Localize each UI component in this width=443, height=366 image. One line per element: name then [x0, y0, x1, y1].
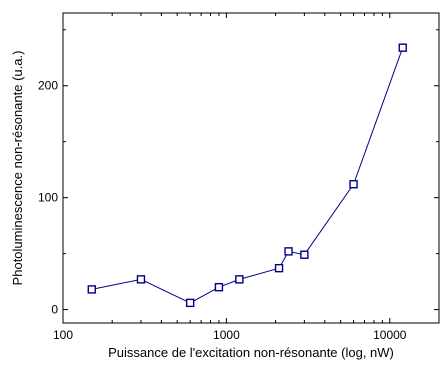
y-tick-label: 200: [38, 79, 58, 93]
data-markers: [87, 43, 407, 308]
axis-ticks: [62, 13, 439, 323]
data-point: [214, 282, 224, 292]
y-axis-label: Photoluminescence non-résonante (u.a.): [10, 51, 25, 286]
tick-labels: 0 100 200 100 1000 10000: [38, 79, 407, 342]
x-axis-label: Puissance de l'excitation non-résonante …: [108, 345, 394, 360]
data-point: [284, 247, 293, 256]
series-line: [91, 47, 404, 304]
data-point: [398, 43, 407, 52]
plot-frame: [62, 12, 440, 324]
data-point: [235, 275, 244, 284]
data-point: [185, 298, 195, 308]
data-point: [136, 275, 146, 284]
data-point: [349, 180, 358, 189]
x-tick-label: 1000: [213, 328, 240, 342]
y-tick-label: 100: [38, 191, 58, 205]
x-tick-label: 100: [53, 328, 73, 342]
data-point: [300, 250, 309, 259]
x-tick-label: 10000: [373, 328, 407, 342]
y-tick-label: 0: [51, 303, 58, 317]
data-point: [274, 263, 284, 273]
data-point: [87, 285, 96, 294]
